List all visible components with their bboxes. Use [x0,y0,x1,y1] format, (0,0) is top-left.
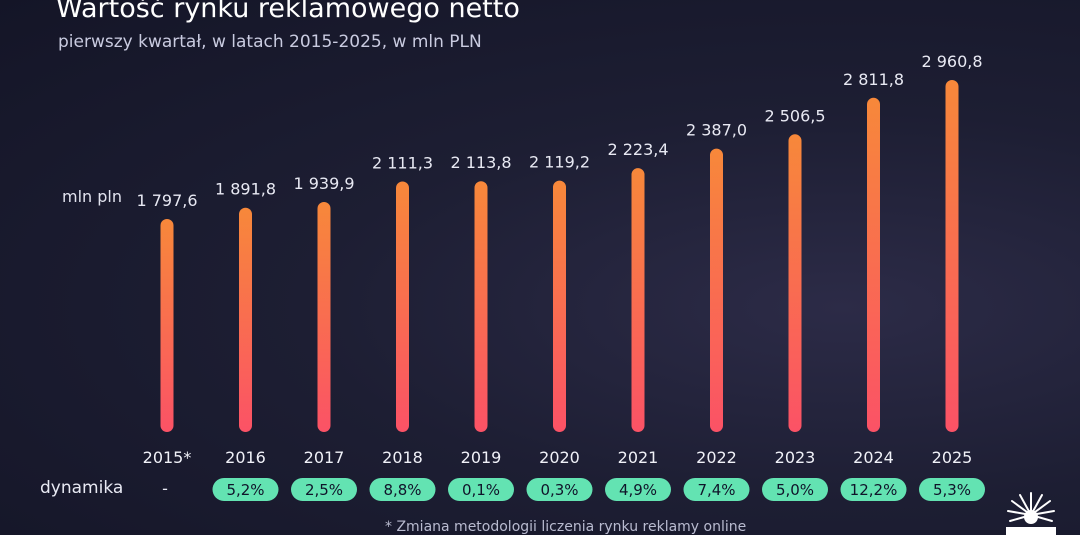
dynamics-badge [840,478,907,501]
bar-2023 [788,134,802,433]
bars-layer: 1 797,6 2015* - 1 891,8 2016 5,2% 1 939,9 2017 2… [136,52,985,501]
dynamics-value: 5,3% [933,481,971,499]
dynamics-badge [369,478,436,501]
x-tick-label: 2024 [853,448,894,467]
value-label: 2 119,2 [529,153,590,172]
dynamics-value: 12,2% [850,481,898,499]
dynamics-value: 7,4% [697,481,735,499]
dynamics-badge [605,478,671,501]
bar-2018 [396,181,409,432]
dynamics-value: 8,8% [383,481,421,499]
bar-2021 [631,168,645,432]
x-tick-label: 2017 [304,448,345,467]
dynamics-badge [212,478,279,501]
value-label: 2 111,3 [372,154,433,173]
dynamics-row-label: dynamika [40,478,124,498]
value-label: 2 811,8 [843,70,904,89]
x-tick-label: 2025 [932,448,973,467]
bar-2017 [317,201,331,432]
dynamics-badge [683,478,750,501]
y-unit-label: mln pln [62,187,122,206]
value-label: 2 960,8 [921,52,982,71]
x-tick-label: 2019 [461,448,502,467]
value-label: 1 939,9 [293,174,354,193]
bar-2019 [474,181,488,432]
dynamics-badge [919,478,985,501]
value-label: 2 506,5 [764,106,825,125]
dynamics-badge [448,478,514,501]
x-tick-label: 2023 [775,448,816,467]
value-label: 2 387,0 [686,121,747,140]
value-label: 2 113,8 [450,153,511,172]
publicis-lion-logo [1006,492,1056,535]
x-tick-label: 2018 [382,448,423,467]
bar-2015 [160,219,174,432]
dynamics-badge [291,478,357,501]
dynamics-badge [762,478,828,501]
dynamics-value: 2,5% [305,481,343,499]
bar-2020 [553,180,566,432]
dynamics-value: 5,2% [226,481,264,499]
dynamics-value: 5,0% [776,481,814,499]
footnote: * Zmiana metodologii liczenia rynku rekl… [385,519,747,535]
chart-subtitle: pierwszy kwartał, w latach 2015-2025, w … [58,32,482,52]
value-label: 1 797,6 [136,191,197,210]
value-label: 1 891,8 [215,180,276,199]
dynamics-value: 0,3% [540,481,578,499]
dynamics-value: 4,9% [619,481,657,499]
x-tick-label: 2020 [539,448,580,467]
dynamics-value: - [162,479,168,498]
bar-2025 [945,80,959,432]
dynamics-badge [526,478,593,501]
bar-2016 [239,207,252,432]
chart-title: Wartość rynku reklamowego netto [56,0,520,24]
dynamics-value: 0,1% [462,481,500,499]
x-tick-label: 2015* [143,448,192,467]
bar-2024 [867,97,880,433]
value-label: 2 223,4 [607,140,668,159]
bar-2022 [710,148,723,432]
x-tick-label: 2016 [225,448,266,467]
x-tick-label: 2022 [696,448,737,467]
x-tick-label: 2021 [618,448,659,467]
